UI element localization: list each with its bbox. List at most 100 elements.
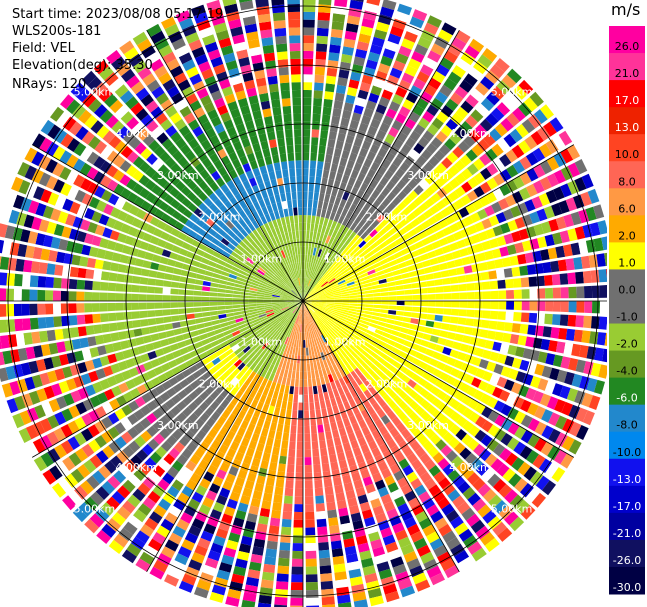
velocity-gate <box>13 194 25 210</box>
velocity-gate <box>67 186 79 200</box>
velocity-gate <box>290 590 303 599</box>
velocity-gate <box>529 288 538 299</box>
velocity-gate <box>488 270 498 280</box>
velocity-gate <box>303 152 310 161</box>
velocity-gate <box>12 413 25 429</box>
velocity-gate <box>137 128 150 141</box>
velocity-gate <box>291 247 296 256</box>
velocity-gate <box>224 262 233 270</box>
velocity-gate <box>283 240 289 249</box>
velocity-gate <box>245 447 255 458</box>
velocity-gate <box>276 130 285 139</box>
velocity-gate <box>203 186 214 197</box>
velocity-gate <box>150 106 164 119</box>
velocity-gate <box>415 465 428 477</box>
velocity-gate <box>282 432 290 441</box>
velocity-gate <box>477 208 488 220</box>
velocity-gate <box>311 314 316 322</box>
velocity-gate <box>377 378 386 388</box>
velocity-gate <box>289 313 295 321</box>
velocity-gate <box>246 323 255 330</box>
velocity-gate <box>38 262 48 274</box>
velocity-gate <box>182 59 196 72</box>
velocity-gate <box>220 45 234 56</box>
velocity-gate <box>139 551 155 565</box>
velocity-gate <box>342 217 350 227</box>
velocity-gate <box>147 350 157 360</box>
velocity-gate <box>370 412 380 423</box>
velocity-gate <box>204 406 215 417</box>
velocity-gate <box>346 373 355 382</box>
velocity-gate <box>236 350 245 359</box>
velocity-gate <box>218 444 229 455</box>
velocity-gate <box>298 324 301 333</box>
velocity-gate <box>370 258 380 265</box>
velocity-gate <box>160 440 173 452</box>
velocity-gate <box>240 462 250 472</box>
velocity-gate <box>227 319 237 326</box>
velocity-gate <box>305 582 319 591</box>
velocity-gate <box>282 224 288 233</box>
velocity-gate <box>560 301 569 313</box>
velocity-gate <box>250 399 259 409</box>
velocity-gate <box>309 323 313 332</box>
velocity-gate <box>253 364 261 374</box>
velocity-gate <box>201 423 212 434</box>
velocity-gate <box>353 479 364 490</box>
velocity-gate <box>300 254 303 262</box>
velocity-gate <box>362 222 371 231</box>
velocity-gate <box>191 491 204 503</box>
velocity-gate <box>318 392 325 402</box>
velocity-gate <box>68 405 81 419</box>
velocity-gate <box>484 205 495 217</box>
velocity-gate <box>332 269 340 277</box>
velocity-gate <box>338 459 348 469</box>
velocity-gate <box>417 275 427 282</box>
velocity-gate <box>71 338 82 350</box>
velocity-gate <box>326 406 334 416</box>
velocity-gate <box>451 301 460 308</box>
velocity-gate <box>331 285 340 290</box>
velocity-gate <box>132 169 144 182</box>
velocity-gate <box>353 348 362 356</box>
velocity-gate <box>105 115 119 129</box>
velocity-gate <box>278 325 285 333</box>
velocity-gate <box>246 359 254 368</box>
velocity-gate <box>393 433 405 445</box>
velocity-gate <box>229 216 239 226</box>
velocity-gate <box>303 3 316 13</box>
velocity-gate <box>283 208 289 217</box>
velocity-gate <box>344 30 358 41</box>
velocity-gate <box>344 355 353 364</box>
velocity-gate <box>170 281 180 288</box>
velocity-gate <box>433 544 448 558</box>
velocity-gate <box>465 115 478 128</box>
velocity-gate <box>135 208 147 220</box>
velocity-gate <box>378 317 388 323</box>
velocity-gate <box>260 460 269 470</box>
velocity-gate <box>242 237 251 246</box>
velocity-gate <box>291 566 303 575</box>
velocity-gate <box>404 155 415 167</box>
velocity-gate <box>283 257 289 266</box>
velocity-gate <box>273 308 282 313</box>
velocity-gate <box>363 282 372 288</box>
velocity-gate <box>310 297 319 300</box>
velocity-gate <box>299 277 302 286</box>
velocity-gate <box>60 182 72 197</box>
velocity-gate <box>269 316 277 323</box>
velocity-gate <box>87 222 98 234</box>
velocity-gate <box>421 220 431 230</box>
velocity-gate <box>220 322 229 328</box>
colorbar-tick-label: -2.0 <box>616 338 637 351</box>
velocity-gate <box>288 255 293 264</box>
velocity-gate <box>254 150 264 160</box>
velocity-gate <box>128 205 140 216</box>
velocity-gate <box>386 202 396 212</box>
velocity-gate <box>467 163 479 176</box>
velocity-gate <box>528 312 538 324</box>
velocity-gate <box>247 243 256 252</box>
velocity-gate <box>382 347 391 356</box>
velocity-gate <box>537 378 549 391</box>
velocity-gate <box>446 357 457 367</box>
